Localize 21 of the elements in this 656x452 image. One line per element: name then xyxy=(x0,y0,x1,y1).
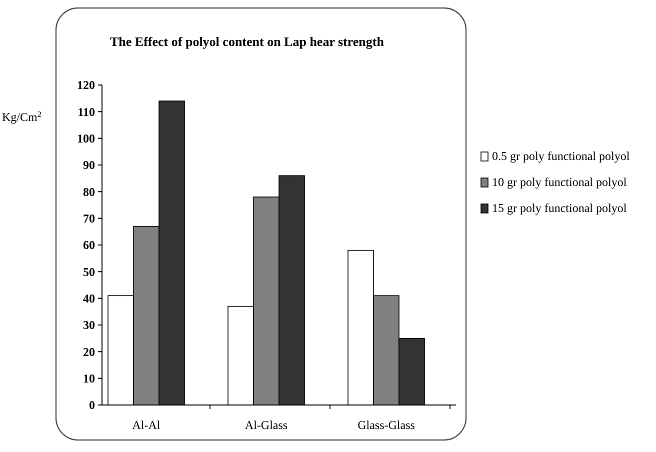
y-tick-label: 60 xyxy=(83,238,95,252)
y-tick-label: 40 xyxy=(83,292,95,306)
y-tick-label: 50 xyxy=(83,264,95,279)
x-tick-label: Al-Al xyxy=(132,418,161,432)
legend-label: 15 gr poly functional polyol xyxy=(492,201,628,215)
y-tick-label: 70 xyxy=(83,212,95,226)
y-tick-label: 110 xyxy=(78,104,95,119)
y-tick-label: 80 xyxy=(83,184,95,199)
legend-label: 10 gr poly functional polyol xyxy=(492,175,628,189)
legend-label: 0.5 gr poly functional polyol xyxy=(492,149,630,163)
y-tick-label: 0 xyxy=(89,398,95,412)
y-axis-title: Kg/Cm$^{2}$ xyxy=(2,110,42,124)
chart-title: The Effect of polyol content on Lap hear strength xyxy=(110,34,385,49)
y-tick-label: 20 xyxy=(83,344,95,359)
y-tick-label: 90 xyxy=(83,158,95,172)
x-tick-label: Glass-Glass xyxy=(358,418,416,432)
y-tick-label: 100 xyxy=(77,132,95,146)
y-tick-label: 120 xyxy=(77,78,95,92)
x-tick-label: Al-Glass xyxy=(244,418,288,432)
y-tick-label: 10 xyxy=(83,372,95,386)
y-tick-label: 30 xyxy=(83,318,95,332)
